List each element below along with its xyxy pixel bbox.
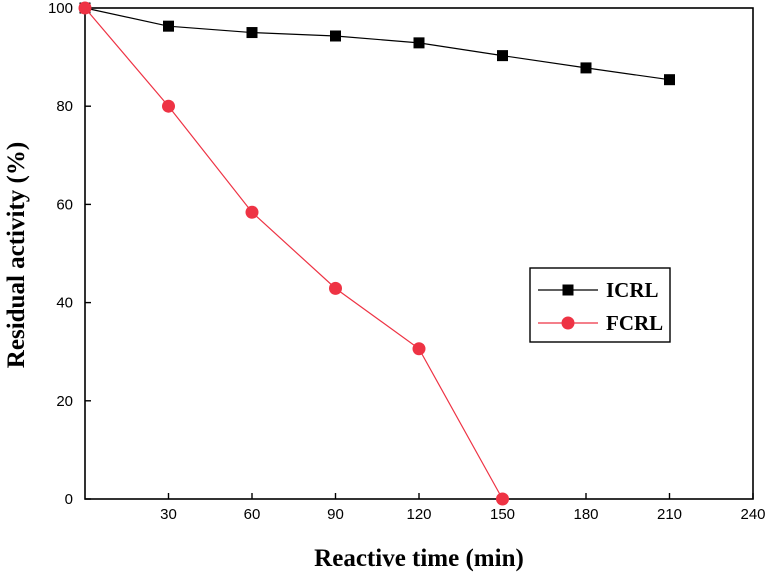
x-tick-label: 210: [657, 506, 682, 523]
y-tick-label: 80: [56, 98, 73, 115]
data-point-fcrl: [412, 342, 426, 356]
y-tick-label: 20: [56, 393, 73, 410]
data-point-fcrl: [162, 99, 175, 113]
legend-marker-icrl: [562, 284, 574, 296]
x-tick-label: 30: [160, 506, 177, 523]
series-layer: [78, 1, 675, 506]
data-point-fcrl: [245, 205, 259, 219]
data-point-fcrl: [496, 492, 509, 506]
data-point-icrl: [246, 27, 258, 39]
x-axis-title: Reactive time (min): [314, 545, 524, 572]
data-point-icrl: [163, 20, 174, 32]
legend-box: [529, 267, 671, 343]
x-tick-label: 60: [244, 506, 261, 523]
series-line-icrl: [84, 7, 670, 81]
x-tick-label: 120: [406, 506, 431, 523]
y-tick-label: 60: [56, 196, 73, 213]
data-point-fcrl: [329, 281, 342, 295]
y-tick-label: 100: [48, 0, 73, 17]
legend-label-icrl: ICRL: [606, 278, 659, 302]
axis-ticks: 30 60 90 120 150 180 210 240 0 20 40 60 80 100: [48, 0, 766, 523]
x-tick-label: 90: [327, 506, 344, 523]
data-point-fcrl: [78, 1, 92, 15]
data-point-icrl: [664, 74, 675, 86]
series-line-fcrl: [84, 7, 504, 500]
legend-label-fcrl: FCRL: [606, 311, 663, 335]
y-tick-label: 0: [65, 491, 73, 508]
x-tick-label: 240: [740, 506, 765, 523]
y-axis-title: Residual activity (%): [3, 142, 30, 368]
data-point-icrl: [413, 37, 425, 49]
y-tick-label: 40: [56, 295, 73, 312]
plot-frame: [84, 7, 754, 500]
legend-marker-fcrl: [561, 316, 575, 330]
x-tick-label: 180: [573, 506, 598, 523]
data-point-icrl: [497, 50, 508, 62]
series-fcrl: [78, 1, 509, 506]
legend: ICRL FCRL: [529, 267, 671, 343]
data-point-icrl: [330, 30, 341, 42]
series-icrl: [79, 2, 675, 86]
x-tick-label: 150: [490, 506, 515, 523]
data-point-icrl: [580, 62, 592, 74]
